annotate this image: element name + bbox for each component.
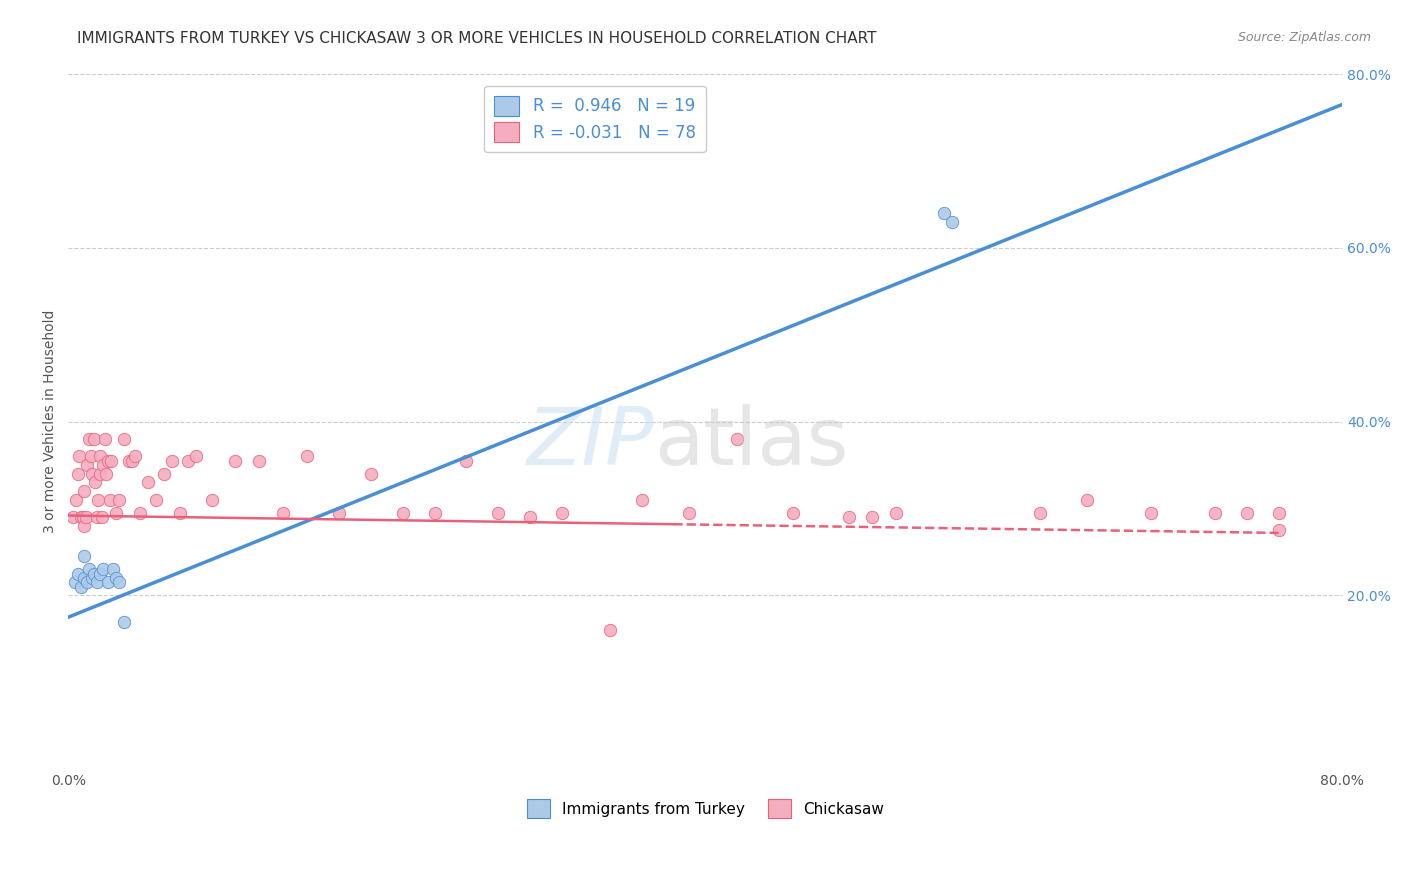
Point [73,519,96,533]
Point [599,624,621,638]
Point [1267,524,1289,538]
Point [782,506,804,520]
Point [84,475,107,490]
Point [118,454,141,468]
Point [456,454,478,468]
Point [87,492,110,507]
Point [1140,506,1163,520]
Point [108,575,131,590]
Point [136,475,159,490]
Point [82,467,104,481]
Point [519,510,541,524]
Point [486,506,509,520]
Point [678,506,700,520]
Point [62,510,84,524]
Point [105,506,128,520]
Point [66,467,89,481]
Point [630,492,652,507]
Point [66,566,89,581]
Point [360,467,382,481]
Point [160,454,183,468]
Y-axis label: 3 or more Vehicles in Household: 3 or more Vehicles in Household [44,310,58,533]
Point [328,506,350,520]
Point [121,454,143,468]
Point [391,506,413,520]
Point [1267,506,1289,520]
Point [76,458,98,472]
Point [83,566,105,581]
Point [98,492,121,507]
Point [91,458,114,472]
Point [112,432,135,446]
Point [79,450,101,464]
Text: atlas: atlas [654,403,849,482]
Point [152,467,174,481]
Point [886,506,908,520]
Text: ZIP: ZIP [527,403,654,482]
Point [97,454,120,468]
Point [101,562,124,576]
Point [70,510,93,524]
Point [77,432,100,446]
Point [75,510,97,524]
Point [1236,506,1258,520]
Point [862,510,884,524]
Point [86,510,108,524]
Point [77,562,100,576]
Point [89,566,111,581]
Point [100,454,122,468]
Point [271,506,294,520]
Point [72,510,94,524]
Point [73,484,96,499]
Point [145,492,167,507]
Point [551,506,574,520]
Point [108,492,131,507]
Point [65,492,87,507]
Point [70,580,93,594]
Point [1028,506,1050,520]
Point [89,450,111,464]
Text: IMMIGRANTS FROM TURKEY VS CHICKASAW 3 OR MORE VEHICLES IN HOUSEHOLD CORRELATION : IMMIGRANTS FROM TURKEY VS CHICKASAW 3 OR… [77,31,877,46]
Point [82,571,104,585]
Point [94,432,117,446]
Point [932,206,955,220]
Point [97,575,120,590]
Point [295,450,318,464]
Point [224,454,246,468]
Point [838,510,860,524]
Point [124,450,146,464]
Point [112,615,135,629]
Point [105,571,128,585]
Point [90,510,112,524]
Point [1204,506,1226,520]
Legend: Immigrants from Turkey, Chickasaw: Immigrants from Turkey, Chickasaw [520,793,890,824]
Point [184,450,207,464]
Point [91,562,114,576]
Point [247,454,270,468]
Point [67,450,90,464]
Point [423,506,446,520]
Point [128,506,150,520]
Point [96,467,118,481]
Point [169,506,191,520]
Point [73,571,96,585]
Point [1076,492,1098,507]
Text: Source: ZipAtlas.com: Source: ZipAtlas.com [1237,31,1371,45]
Point [200,492,222,507]
Point [941,215,963,229]
Point [73,549,96,564]
Point [89,467,111,481]
Point [86,575,108,590]
Point [176,454,198,468]
Point [76,575,98,590]
Point [83,432,105,446]
Point [725,432,748,446]
Point [63,575,86,590]
